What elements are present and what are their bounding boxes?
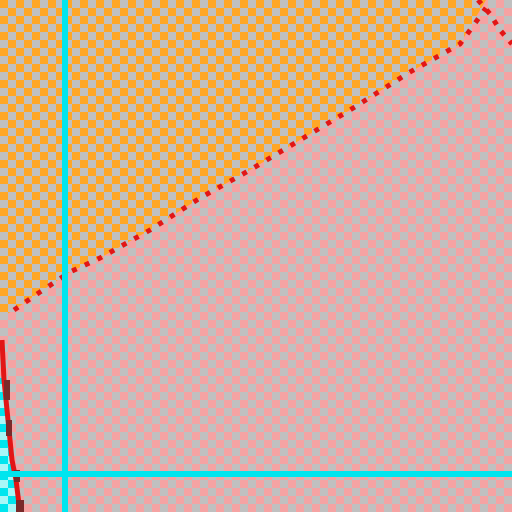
dark-pixel	[4, 380, 10, 400]
horizontal-guide[interactable]	[0, 471, 512, 477]
selection-outline-corner	[476, 0, 512, 46]
dark-pixel	[16, 500, 24, 512]
vertical-guide[interactable]	[62, 0, 68, 512]
dark-pixel	[6, 420, 12, 436]
orange-region	[0, 0, 486, 318]
selection-outline-left	[0, 339, 23, 512]
